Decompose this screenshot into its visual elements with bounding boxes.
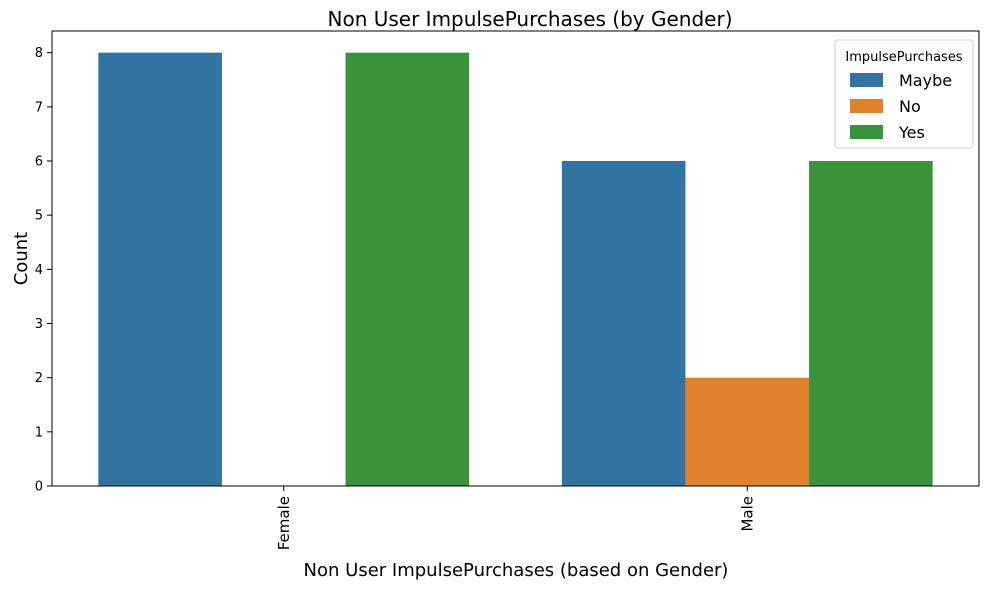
bar-maybe-female [98, 52, 222, 487]
legend-title: ImpulsePurchases [845, 50, 962, 65]
bar-maybe-male [561, 161, 686, 486]
y-tick-label: 1 [35, 425, 43, 440]
bar-no-male [685, 377, 810, 486]
legend-label-no: No [899, 97, 921, 116]
legend-swatch-maybe [850, 73, 883, 87]
x-axis: Female Male [275, 486, 756, 550]
y-axis-label: Count [11, 232, 32, 285]
y-tick-label: 8 [35, 46, 43, 61]
y-tick-label: 0 [35, 480, 43, 495]
y-tick-label: 6 [35, 155, 43, 170]
plot-frame [51, 30, 980, 487]
legend-box [834, 39, 974, 149]
legend-swatch-yes [850, 125, 883, 139]
legend: ImpulsePurchases Maybe No Yes [834, 39, 974, 149]
y-tick-label: 2 [35, 371, 43, 386]
x-tick-label: Female [275, 496, 293, 550]
legend-label-yes: Yes [898, 123, 925, 142]
y-tick-label: 5 [35, 209, 43, 224]
y-tick-label: 3 [35, 317, 43, 332]
x-tick-label: Male [738, 496, 756, 532]
chart-title: Non User ImpulsePurchases (by Gender) [328, 7, 733, 31]
legend-label-maybe: Maybe [899, 71, 952, 90]
bars-group [98, 52, 933, 487]
y-tick-label: 4 [35, 263, 43, 278]
bar-yes-female [345, 52, 470, 487]
legend-swatch-no [850, 99, 883, 113]
y-axis: 0 1 2 3 4 5 6 7 8 [35, 46, 52, 495]
y-tick-label: 7 [35, 100, 43, 115]
x-axis-label: Non User ImpulsePurchases (based on Gend… [304, 560, 729, 581]
bar-yes-male [809, 161, 933, 486]
